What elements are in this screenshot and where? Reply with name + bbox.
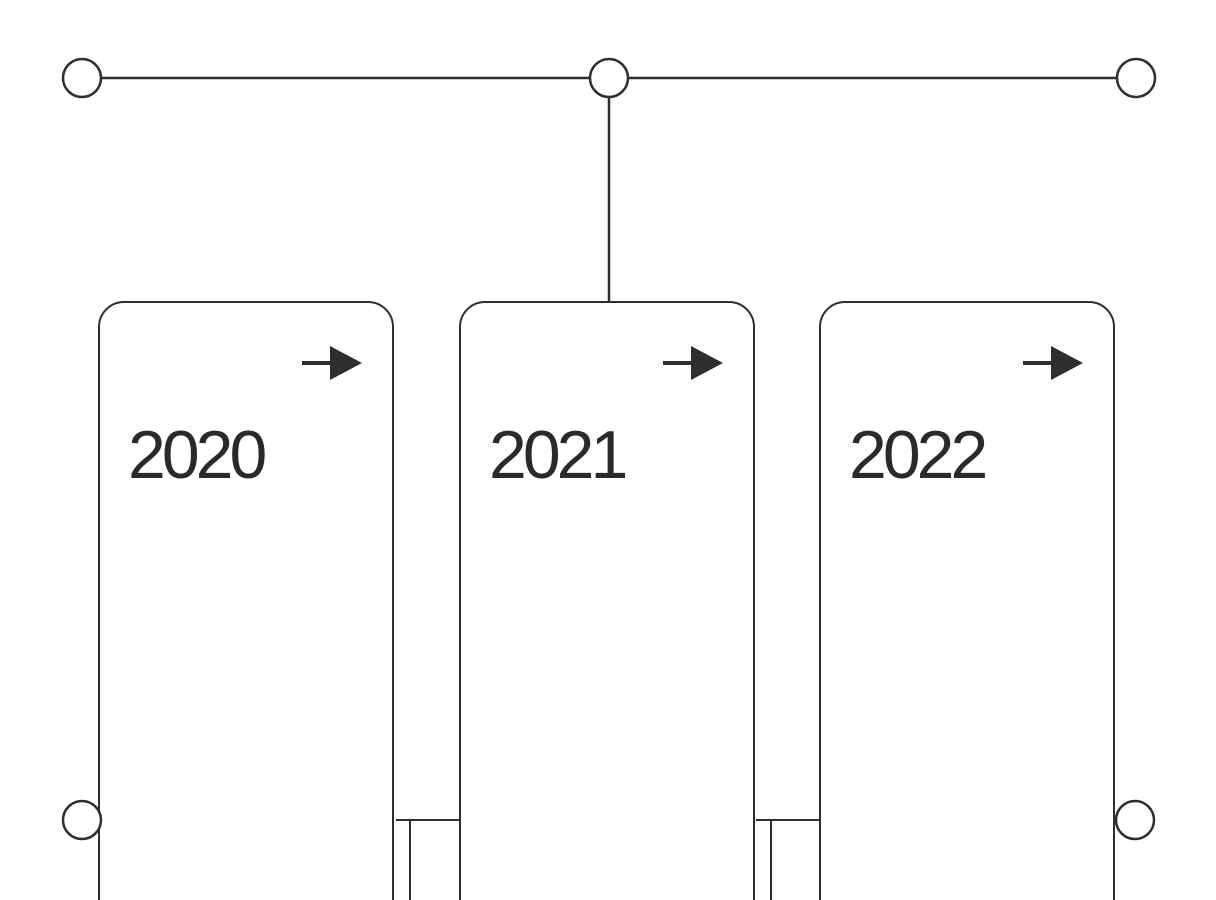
card-year: 2020 (128, 417, 267, 493)
node-top-right (1115, 57, 1157, 99)
timeline-card-2020[interactable]: 2020 (98, 301, 394, 900)
node-bottom-left (61, 799, 103, 841)
card-year: 2021 (489, 417, 628, 493)
arrow-right-icon[interactable] (661, 343, 725, 383)
arrow-right-icon[interactable] (1021, 343, 1085, 383)
card-year: 2022 (849, 417, 988, 493)
node-top-left (61, 57, 103, 99)
timeline-card-2021[interactable]: 2021 (459, 301, 755, 900)
node-bottom-right (1114, 799, 1156, 841)
node-top-center (588, 57, 630, 99)
timeline-card-2022[interactable]: 2022 (819, 301, 1115, 900)
arrow-right-icon[interactable] (300, 343, 364, 383)
